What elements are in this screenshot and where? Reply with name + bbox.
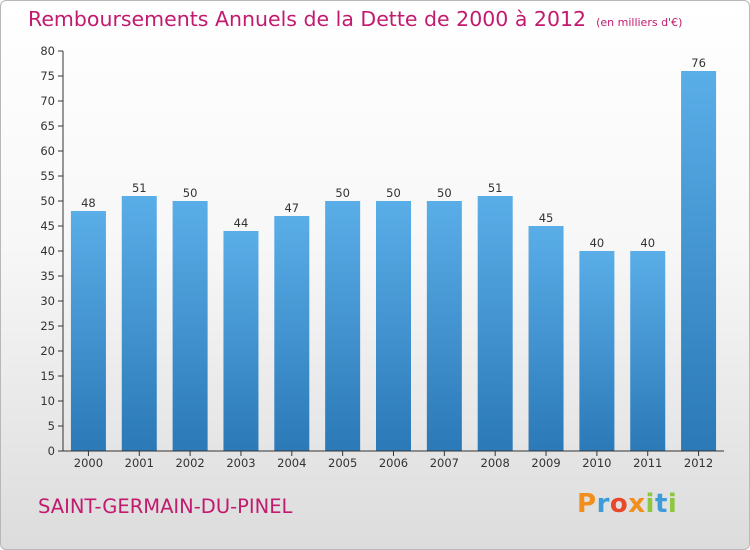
logo-letter: i — [667, 489, 678, 519]
y-tick-label: 65 — [40, 119, 55, 133]
bar-2010 — [579, 251, 615, 451]
x-tick-label-2008: 2008 — [481, 456, 510, 470]
y-tick-label: 40 — [40, 244, 55, 258]
data-label-2010: 40 — [590, 236, 605, 250]
x-tick-label-2002: 2002 — [175, 456, 204, 470]
x-tick-label-2010: 2010 — [582, 456, 611, 470]
y-tick-label: 70 — [40, 94, 55, 108]
y-tick-label: 50 — [40, 194, 55, 208]
proxiti-logo: Proxiti — [577, 489, 677, 519]
logo-letter: i — [645, 489, 655, 519]
chart-title: Remboursements Annuels de la Dette de 20… — [28, 7, 682, 31]
y-tick-label: 10 — [40, 394, 55, 408]
x-tick-label-2004: 2004 — [277, 456, 306, 470]
y-tick-label: 80 — [40, 44, 55, 58]
bar-2007 — [426, 201, 462, 451]
bar-2012 — [681, 71, 717, 451]
y-tick-label: 15 — [40, 369, 55, 383]
logo-letter: r — [596, 489, 610, 519]
bar-2000 — [70, 211, 106, 451]
x-tick-label-2007: 2007 — [430, 456, 459, 470]
x-tick-label-2006: 2006 — [379, 456, 408, 470]
x-tick-label-2009: 2009 — [531, 456, 560, 470]
x-tick-label-2001: 2001 — [125, 456, 154, 470]
y-tick-label: 20 — [40, 344, 55, 358]
y-tick-label: 60 — [40, 144, 55, 158]
data-label-2009: 45 — [539, 211, 554, 225]
bar-2004 — [274, 216, 310, 451]
x-tick-label-2012: 2012 — [684, 456, 713, 470]
data-label-2002: 50 — [183, 186, 198, 200]
y-axis: 0 5 10 15 20 25 30 35 40 45 50 55 60 65 70 75 80 — [40, 44, 64, 458]
x-tick-label-2000: 2000 — [74, 456, 103, 470]
y-tick-label: 30 — [40, 294, 55, 308]
data-label-2001: 51 — [132, 181, 147, 195]
data-label-2007: 50 — [437, 186, 452, 200]
logo-letter: t — [654, 489, 668, 519]
bar-2002 — [172, 201, 208, 451]
data-label-2012: 76 — [691, 56, 706, 70]
data-label-2011: 40 — [640, 236, 655, 250]
y-tick-label: 35 — [40, 269, 55, 283]
x-tick-label-2003: 2003 — [226, 456, 255, 470]
x-tick-label-2005: 2005 — [328, 456, 357, 470]
data-label-2003: 44 — [234, 216, 249, 230]
bar-2003 — [223, 231, 259, 451]
data-label-2005: 50 — [335, 186, 350, 200]
x-axis: 2000 2001 2002 2003 2004 2005 2006 2007 2008 2009… — [63, 450, 724, 470]
y-tick-label: 75 — [40, 69, 55, 83]
logo-letter: o — [609, 489, 629, 519]
data-label-2004: 47 — [284, 201, 299, 215]
bar-2001 — [121, 196, 157, 451]
bar-2006 — [376, 201, 411, 451]
bar-2011 — [630, 251, 666, 451]
bar-2009 — [528, 226, 564, 451]
chart-title-unit: (en milliers d'€) — [596, 16, 683, 29]
bars: 48 51 50 44 47 50 50 50 51 45 40 40 76 — [70, 56, 717, 451]
bar-2005 — [325, 201, 361, 451]
data-label-2006: 50 — [386, 186, 401, 200]
chart-title-main: Remboursements Annuels de la Dette de 20… — [28, 7, 587, 31]
data-label-2008: 51 — [488, 181, 503, 195]
bar-2008 — [477, 196, 513, 451]
x-tick-label-2011: 2011 — [633, 456, 662, 470]
data-label-2000: 48 — [81, 196, 96, 210]
y-tick-label: 25 — [40, 319, 55, 333]
y-tick-label: 55 — [40, 169, 55, 183]
y-tick-label: 5 — [48, 419, 55, 433]
y-tick-label: 0 — [48, 444, 55, 458]
logo-letter: x — [628, 489, 646, 519]
logo-letter: P — [577, 489, 597, 519]
y-tick-label: 45 — [40, 219, 55, 233]
commune-name: SAINT-GERMAIN-DU-PINEL — [38, 495, 293, 518]
